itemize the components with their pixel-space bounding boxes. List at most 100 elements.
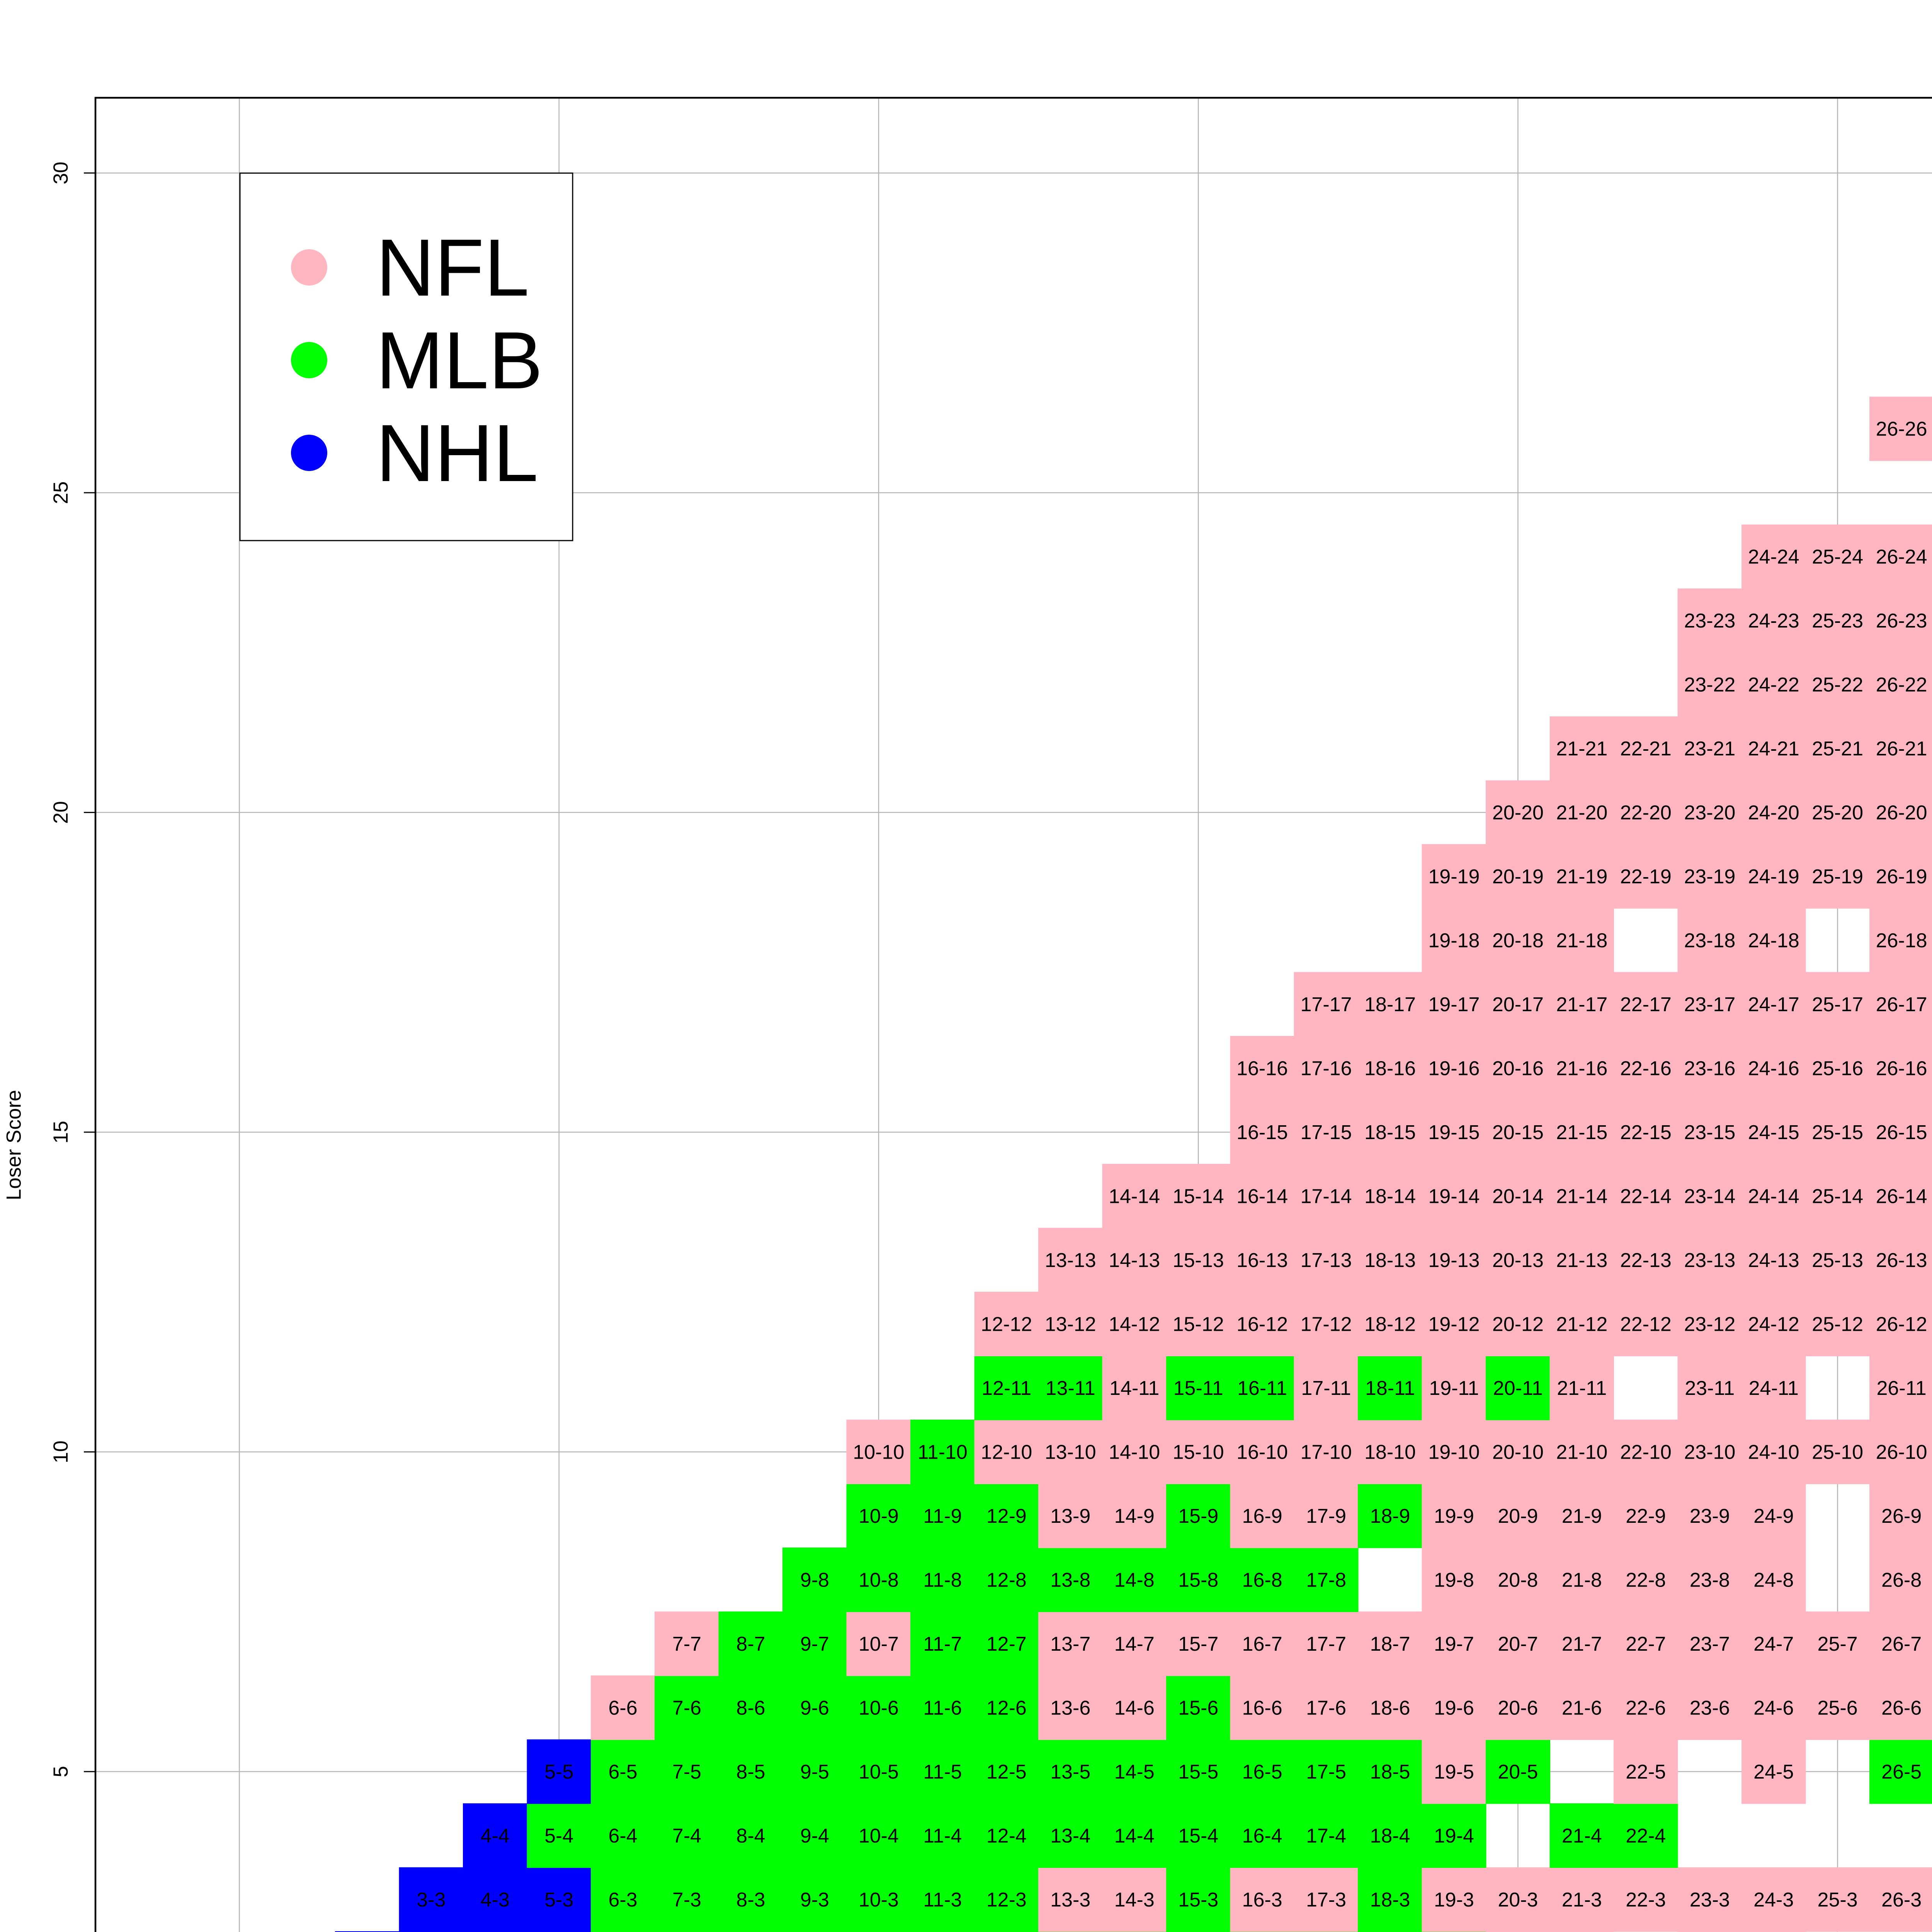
svg-text:17-16: 17-16: [1301, 1058, 1352, 1080]
svg-text:11-6: 11-6: [923, 1697, 962, 1719]
svg-text:26-15: 26-15: [1876, 1121, 1927, 1144]
svg-text:12-5: 12-5: [986, 1761, 1027, 1783]
svg-text:18-14: 18-14: [1364, 1185, 1416, 1208]
svg-text:26-16: 26-16: [1876, 1058, 1927, 1080]
svg-text:14-11: 14-11: [1109, 1377, 1159, 1400]
svg-text:11-9: 11-9: [923, 1505, 962, 1527]
svg-text:11-4: 11-4: [923, 1825, 962, 1847]
svg-text:13-13: 13-13: [1045, 1249, 1096, 1272]
svg-text:16-6: 16-6: [1242, 1697, 1282, 1719]
svg-text:11-7: 11-7: [923, 1633, 962, 1655]
svg-text:Loser Score: Loser Score: [3, 1090, 26, 1201]
svg-text:30: 30: [49, 162, 72, 184]
svg-text:20-16: 20-16: [1492, 1058, 1544, 1080]
svg-text:23-19: 23-19: [1684, 866, 1735, 888]
svg-text:21-14: 21-14: [1556, 1185, 1607, 1208]
svg-text:24-15: 24-15: [1748, 1121, 1799, 1144]
svg-text:26-19: 26-19: [1876, 866, 1927, 888]
svg-text:18-11: 18-11: [1365, 1377, 1415, 1400]
svg-text:19-18: 19-18: [1428, 930, 1480, 952]
svg-text:17-3: 17-3: [1306, 1889, 1346, 1911]
svg-text:20-15: 20-15: [1492, 1121, 1544, 1144]
svg-text:9-6: 9-6: [800, 1697, 829, 1719]
svg-text:21-21: 21-21: [1556, 738, 1607, 760]
svg-text:24-23: 24-23: [1748, 610, 1799, 632]
svg-text:26-5: 26-5: [1881, 1761, 1922, 1783]
svg-text:24-11: 24-11: [1749, 1377, 1799, 1400]
svg-text:19-15: 19-15: [1428, 1121, 1480, 1144]
svg-text:23-14: 23-14: [1684, 1185, 1735, 1208]
svg-text:21-17: 21-17: [1556, 993, 1607, 1016]
svg-text:20-18: 20-18: [1492, 930, 1544, 952]
svg-text:26-13: 26-13: [1876, 1249, 1927, 1272]
svg-text:24-10: 24-10: [1748, 1441, 1799, 1464]
svg-text:17-8: 17-8: [1306, 1569, 1346, 1592]
svg-text:6-5: 6-5: [609, 1761, 638, 1783]
svg-text:15-8: 15-8: [1178, 1569, 1218, 1592]
svg-text:20-19: 20-19: [1492, 866, 1544, 888]
svg-text:23-9: 23-9: [1690, 1505, 1730, 1527]
svg-text:10-4: 10-4: [859, 1825, 899, 1847]
svg-text:20-10: 20-10: [1492, 1441, 1544, 1464]
svg-text:10-8: 10-8: [859, 1569, 899, 1592]
svg-text:21-6: 21-6: [1562, 1697, 1602, 1719]
svg-text:17-15: 17-15: [1301, 1121, 1352, 1144]
svg-text:10-3: 10-3: [859, 1889, 899, 1911]
svg-text:25-13: 25-13: [1812, 1249, 1863, 1272]
svg-text:18-15: 18-15: [1364, 1121, 1416, 1144]
svg-text:24-8: 24-8: [1753, 1569, 1794, 1592]
svg-text:22-17: 22-17: [1620, 993, 1672, 1016]
svg-text:17-4: 17-4: [1306, 1825, 1346, 1847]
svg-text:26-20: 26-20: [1876, 802, 1927, 824]
svg-text:25-15: 25-15: [1812, 1121, 1863, 1144]
svg-text:15-6: 15-6: [1178, 1697, 1218, 1719]
svg-text:19-5: 19-5: [1434, 1761, 1474, 1783]
svg-text:26-9: 26-9: [1881, 1505, 1922, 1527]
svg-text:18-16: 18-16: [1364, 1058, 1416, 1080]
svg-text:23-13: 23-13: [1684, 1249, 1735, 1272]
svg-text:22-4: 22-4: [1626, 1825, 1666, 1847]
svg-text:25-17: 25-17: [1812, 993, 1863, 1016]
svg-text:23-20: 23-20: [1684, 802, 1735, 824]
svg-text:15-11: 15-11: [1173, 1377, 1223, 1400]
svg-text:16-11: 16-11: [1237, 1377, 1287, 1400]
svg-text:23-12: 23-12: [1684, 1313, 1735, 1336]
svg-text:5: 5: [49, 1766, 72, 1777]
svg-text:18-9: 18-9: [1370, 1505, 1410, 1527]
svg-text:26-18: 26-18: [1876, 930, 1927, 952]
svg-text:12-9: 12-9: [986, 1505, 1027, 1527]
svg-text:25-21: 25-21: [1812, 738, 1863, 760]
svg-text:25-16: 25-16: [1812, 1058, 1863, 1080]
svg-text:26-26: 26-26: [1876, 418, 1927, 440]
svg-text:18-5: 18-5: [1370, 1761, 1410, 1783]
svg-text:7-6: 7-6: [672, 1697, 701, 1719]
svg-text:17-12: 17-12: [1301, 1313, 1352, 1336]
svg-text:17-17: 17-17: [1301, 993, 1352, 1016]
svg-text:11-10: 11-10: [918, 1441, 968, 1464]
svg-text:20: 20: [49, 801, 72, 824]
svg-text:25-22: 25-22: [1812, 674, 1863, 696]
svg-text:22-15: 22-15: [1620, 1121, 1672, 1144]
svg-text:22-13: 22-13: [1620, 1249, 1672, 1272]
svg-text:21-4: 21-4: [1562, 1825, 1602, 1847]
svg-text:20-5: 20-5: [1498, 1761, 1538, 1783]
svg-text:25-20: 25-20: [1812, 802, 1863, 824]
svg-text:21-11: 21-11: [1557, 1377, 1607, 1400]
svg-text:17-5: 17-5: [1306, 1761, 1346, 1783]
svg-text:25: 25: [49, 481, 72, 504]
svg-text:26-8: 26-8: [1881, 1569, 1922, 1592]
svg-text:23-7: 23-7: [1690, 1633, 1730, 1655]
svg-text:9-4: 9-4: [800, 1825, 829, 1847]
svg-text:23-16: 23-16: [1684, 1058, 1735, 1080]
svg-text:23-3: 23-3: [1690, 1889, 1730, 1911]
svg-text:21-9: 21-9: [1562, 1505, 1602, 1527]
svg-text:15-10: 15-10: [1173, 1441, 1224, 1464]
svg-text:13-10: 13-10: [1045, 1441, 1096, 1464]
svg-text:18-3: 18-3: [1370, 1889, 1410, 1911]
svg-text:20-7: 20-7: [1498, 1633, 1538, 1655]
svg-text:14-5: 14-5: [1114, 1761, 1155, 1783]
svg-text:16-14: 16-14: [1236, 1185, 1288, 1208]
svg-text:13-9: 13-9: [1050, 1505, 1090, 1527]
svg-text:22-20: 22-20: [1620, 802, 1672, 824]
svg-text:14-8: 14-8: [1114, 1569, 1155, 1592]
